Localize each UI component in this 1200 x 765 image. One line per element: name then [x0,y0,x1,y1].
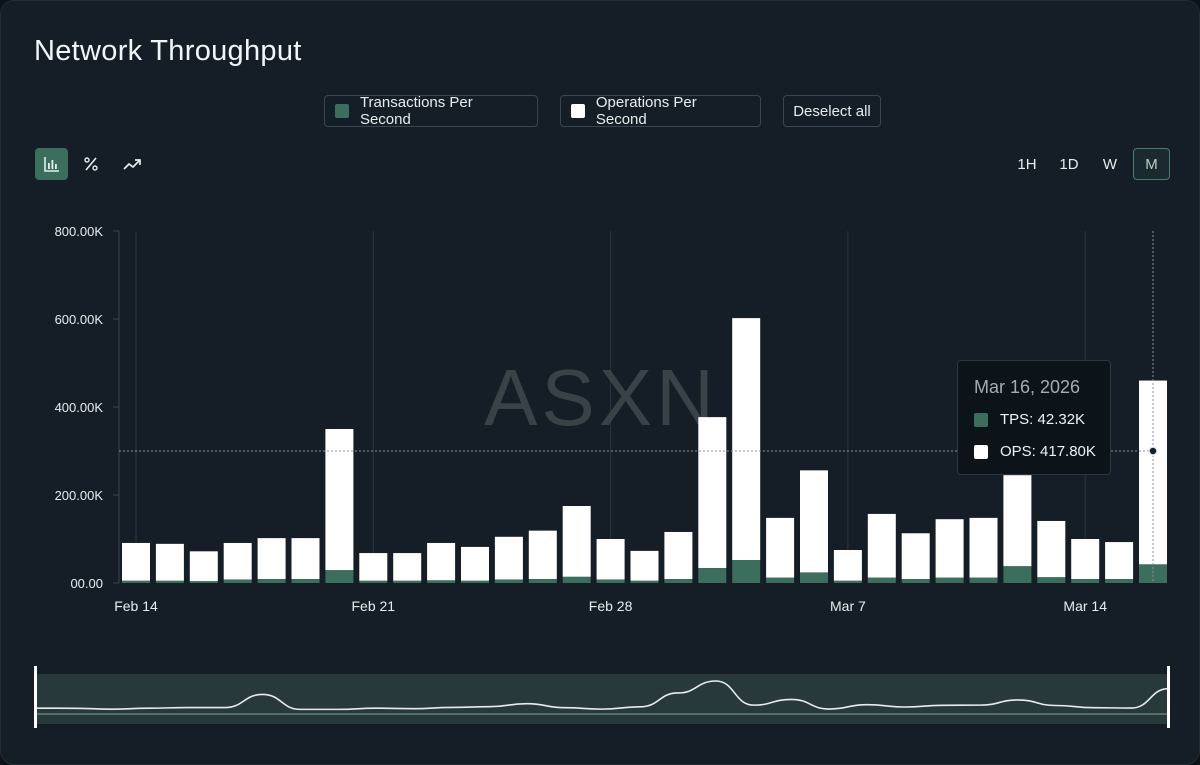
brush-left-handle[interactable] [34,666,37,728]
trend-view-button[interactable] [115,148,148,180]
tooltip-tps-row: TPS: 42.32K [974,411,1085,428]
tooltip: Mar 16, 2026 TPS: 42.32K OPS: 417.80K [957,360,1111,475]
percent-icon [83,157,98,171]
chart-title: Network Throughput [34,35,302,67]
trend-line-icon [122,159,141,170]
tooltip-ops-swatch [974,444,988,459]
range-1h-button[interactable]: 1H [1017,155,1037,173]
brush-overview-line [35,680,1170,711]
tooltip-ops-row: OPS: 417.80K [974,443,1096,460]
legend-tps-label: Transactions Per Second [359,94,473,128]
percent-view-button[interactable] [74,148,107,180]
tooltip-tps-value: TPS: 42.32K [1000,411,1086,428]
ops-swatch [571,104,585,118]
bar-chart-view-button[interactable] [35,148,68,180]
brush-right-handle[interactable] [1167,666,1170,728]
range-m-button[interactable]: M [1133,148,1170,180]
tps-swatch [335,104,349,118]
tooltip-date: Mar 16, 2026 [974,377,1081,397]
tooltip-ops-value: OPS: 417.80K [1000,443,1096,460]
legend-tps-toggle[interactable]: Transactions Per Second [324,94,538,128]
bar-chart-icon [43,157,59,172]
brush-selection[interactable] [36,674,1169,724]
legend-ops-toggle[interactable]: Operations Per Second [560,94,761,128]
legend-ops-label: Operations Per Second [595,94,697,128]
deselect-all-button[interactable]: Deselect all [783,95,881,127]
tooltip-tps-swatch [974,412,988,427]
range-w-button[interactable]: W [1102,155,1118,173]
range-1d-button[interactable]: 1D [1059,155,1079,173]
